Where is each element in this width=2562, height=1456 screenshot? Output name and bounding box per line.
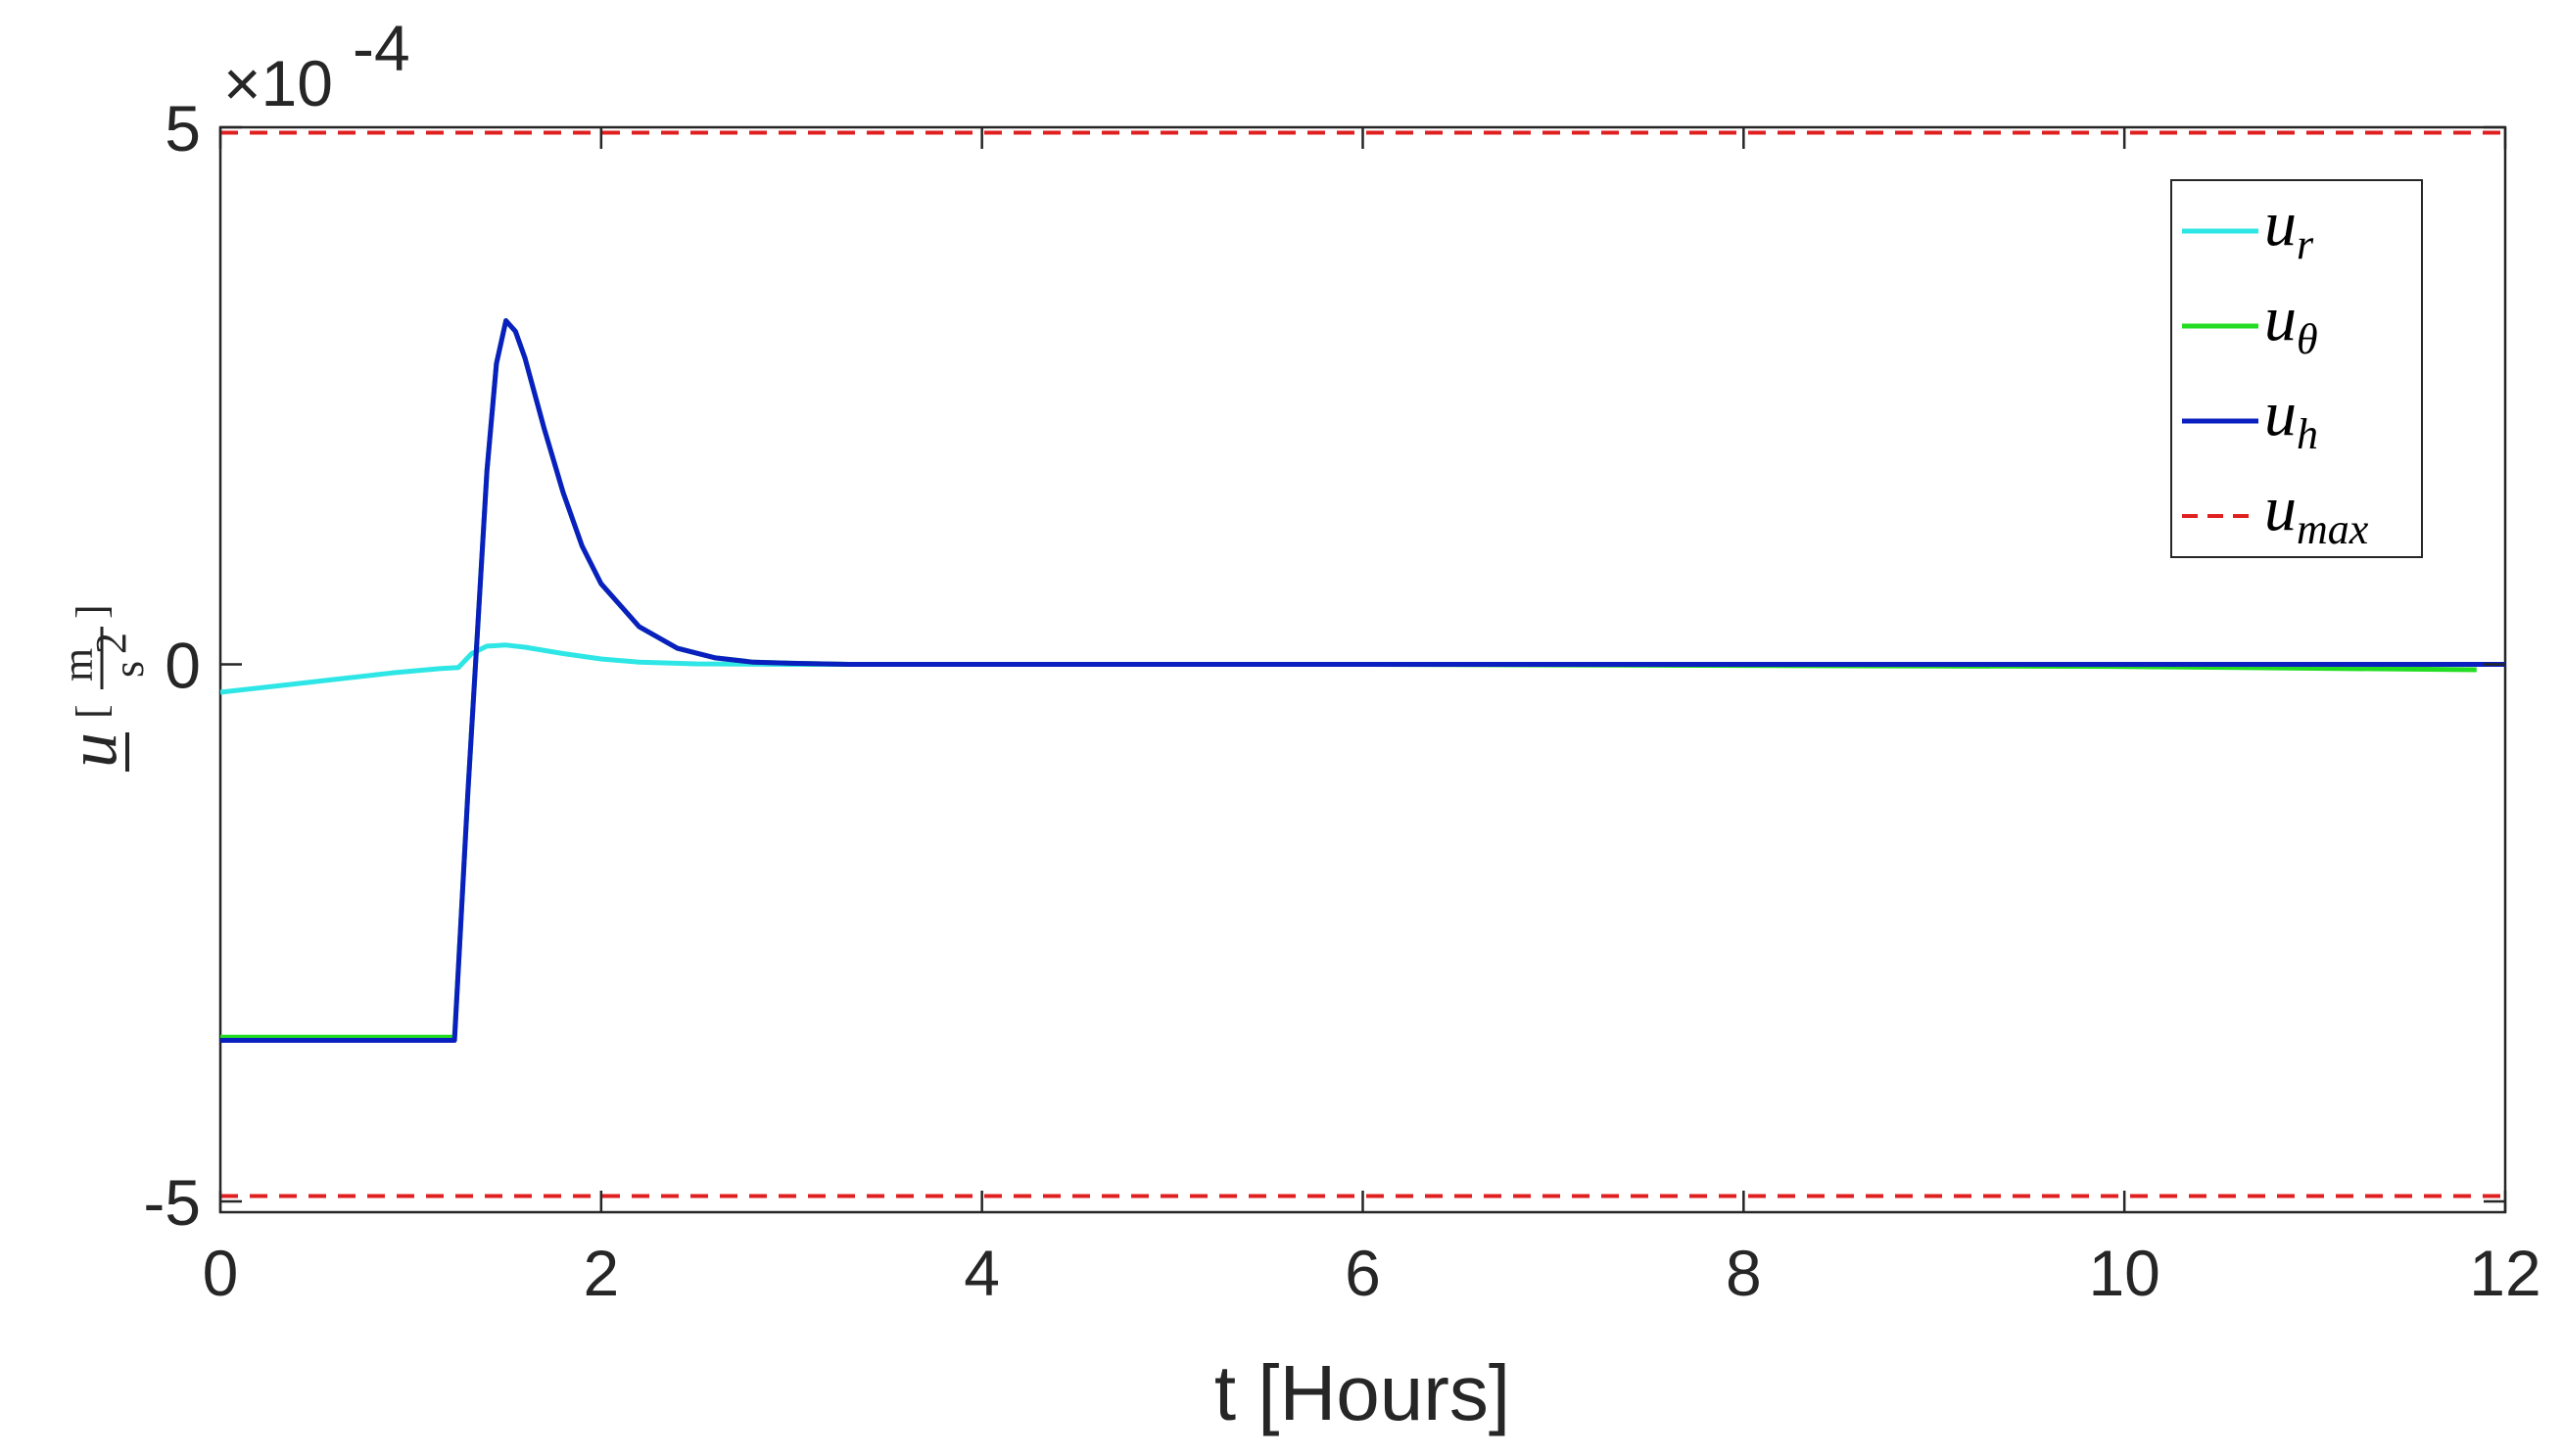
legend-label-u-r: ur (2264, 188, 2314, 268)
legend-items: ur uθ uh umax (2182, 188, 2369, 553)
plot-area (218, 125, 2507, 1214)
y-axis-label-bracket-left: [ (68, 704, 116, 719)
legend-label-u-theta: uθ (2264, 283, 2318, 363)
legend-label-u-max: umax (2264, 473, 2369, 553)
y-tick-label: 0 (165, 630, 201, 702)
y-axis-label-unit-den: s (105, 661, 153, 678)
x-tick-label: 8 (1726, 1237, 1762, 1309)
x-tick-label: 2 (583, 1237, 619, 1309)
x-tick-label: 10 (2088, 1237, 2159, 1309)
y-tick-label: -5 (143, 1166, 201, 1239)
series-line-u-h (220, 318, 2505, 1043)
x-tick-label: 4 (964, 1237, 1000, 1309)
series-layer (219, 130, 2505, 1198)
x-axis-label: t [Hours] (1214, 1349, 1510, 1436)
x-tick-label: 6 (1345, 1237, 1381, 1309)
tick-layer: 0 2 4 6 8 10 12-505 (143, 92, 2540, 1309)
y-axis-label-symbol: u (53, 732, 131, 768)
y-tick-label: 5 (165, 92, 201, 164)
x-tick-label: 0 (203, 1237, 239, 1309)
y-axis-label-bracket-right: ] (68, 604, 116, 619)
legend-box (2170, 179, 2423, 558)
legend-label-u-h: uh (2264, 378, 2318, 458)
x-tick-label: 12 (2469, 1237, 2540, 1309)
y-axis-label-unit-num: m (54, 648, 102, 681)
y-multiplier-label: ×10 (223, 47, 333, 119)
legend: ur uθ uh umax (2170, 179, 2423, 558)
y-axis-label: u [ m s 2 ] (53, 604, 153, 772)
y-axis-label-unit-exp: 2 (87, 633, 135, 654)
y-multiplier-exponent: -4 (353, 12, 410, 84)
